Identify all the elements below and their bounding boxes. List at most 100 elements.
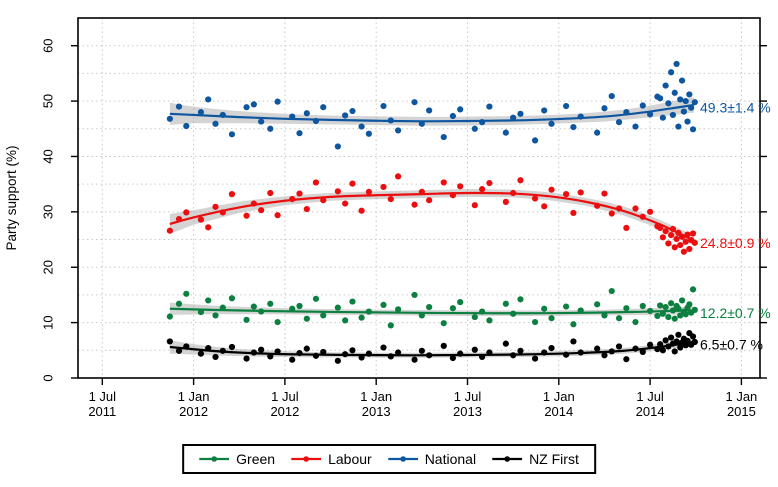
data-point-green bbox=[647, 307, 654, 315]
data-point-national bbox=[686, 91, 693, 98]
data-point-nz-first bbox=[418, 347, 425, 354]
data-point-national bbox=[486, 103, 493, 110]
data-point-labour bbox=[426, 197, 433, 204]
data-point-labour bbox=[243, 212, 250, 219]
plot-border bbox=[77, 17, 761, 379]
data-point-nz-first bbox=[531, 355, 539, 362]
data-point-green bbox=[691, 306, 698, 313]
data-point-nz-first bbox=[548, 344, 555, 352]
data-point-labour bbox=[380, 183, 387, 191]
data-point-nz-first bbox=[250, 349, 257, 356]
data-point-labour bbox=[665, 240, 672, 247]
data-point-national bbox=[677, 96, 684, 103]
x-tick-label: 1 Jul bbox=[271, 389, 299, 404]
data-point-nz-first bbox=[677, 344, 684, 351]
data-point-national bbox=[531, 137, 539, 144]
legend-item-label: Green bbox=[236, 451, 276, 467]
data-point-labour bbox=[175, 215, 183, 223]
data-point-national bbox=[358, 123, 365, 130]
data-point-labour bbox=[615, 205, 623, 212]
data-point-green bbox=[667, 300, 675, 307]
data-point-labour bbox=[228, 191, 236, 198]
legend-item-label: NZ First bbox=[529, 451, 579, 467]
data-point-nz-first bbox=[219, 347, 226, 354]
data-point-national bbox=[502, 129, 509, 136]
y-tick-label: 40 bbox=[41, 149, 56, 163]
data-point-labour bbox=[548, 186, 555, 193]
data-point-national bbox=[320, 104, 327, 111]
data-point-nz-first bbox=[267, 353, 274, 360]
data-point-nz-first bbox=[623, 356, 630, 363]
data-point-nz-first bbox=[665, 343, 672, 350]
data-point-green bbox=[601, 312, 608, 319]
data-point-nz-first bbox=[657, 341, 664, 348]
data-point-labour bbox=[659, 234, 666, 241]
data-point-labour bbox=[608, 210, 615, 217]
data-point-nz-first bbox=[212, 353, 219, 361]
data-point-labour bbox=[677, 241, 684, 249]
data-point-national bbox=[657, 95, 664, 102]
data-point-nz-first bbox=[320, 348, 327, 356]
data-point-green bbox=[212, 312, 219, 319]
data-point-national bbox=[296, 130, 303, 137]
data-point-labour bbox=[457, 183, 464, 190]
data-point-national bbox=[510, 114, 517, 121]
y-tick-label: 50 bbox=[41, 94, 56, 108]
data-point-green bbox=[303, 315, 310, 322]
data-points bbox=[166, 60, 698, 364]
data-point-nz-first bbox=[675, 331, 682, 338]
data-point-green bbox=[250, 303, 257, 310]
data-point-national bbox=[274, 98, 281, 105]
data-point-green bbox=[228, 295, 236, 302]
data-point-labour bbox=[267, 189, 274, 197]
data-point-national bbox=[623, 109, 630, 116]
data-point-green bbox=[380, 301, 387, 308]
y-axis-title: Party support (%) bbox=[4, 145, 19, 250]
data-point-national bbox=[267, 125, 274, 132]
data-point-nz-first bbox=[183, 343, 190, 350]
data-point-nz-first bbox=[659, 347, 666, 354]
y-tick-label: 10 bbox=[41, 315, 56, 329]
data-point-labour bbox=[691, 239, 698, 246]
data-point-national bbox=[632, 123, 639, 130]
data-point-green bbox=[365, 308, 372, 315]
data-point-national bbox=[380, 102, 387, 110]
x-tick-label: 2014 bbox=[636, 404, 665, 419]
data-point-national bbox=[418, 120, 425, 127]
legend-item-label: National bbox=[424, 451, 477, 467]
data-point-national bbox=[594, 129, 601, 136]
data-point-nz-first bbox=[479, 353, 486, 361]
data-point-nz-first bbox=[601, 352, 608, 359]
data-point-national bbox=[691, 99, 698, 106]
data-point-green bbox=[682, 311, 689, 318]
data-point-nz-first bbox=[502, 340, 509, 347]
data-point-green bbox=[479, 308, 486, 315]
data-point-nz-first bbox=[570, 338, 577, 345]
data-point-green bbox=[320, 312, 327, 319]
data-point-labour bbox=[678, 233, 686, 240]
data-point-national bbox=[682, 97, 689, 105]
x-tick-label: 1 Jul bbox=[636, 389, 664, 404]
data-point-labour bbox=[632, 205, 639, 212]
data-point-green bbox=[659, 310, 666, 317]
data-point-labour bbox=[594, 202, 601, 209]
data-point-green bbox=[258, 308, 265, 315]
data-point-labour bbox=[671, 244, 678, 251]
data-point-national bbox=[570, 124, 577, 131]
x-tick-label: 1 Jan bbox=[178, 389, 210, 404]
data-point-green bbox=[623, 305, 630, 312]
data-point-green bbox=[517, 296, 524, 303]
data-point-labour bbox=[289, 196, 296, 203]
data-point-national bbox=[212, 120, 219, 127]
data-point-nz-first bbox=[615, 343, 623, 350]
data-point-green bbox=[486, 317, 493, 324]
data-point-nz-first bbox=[541, 349, 548, 356]
data-point-labour bbox=[358, 207, 365, 214]
data-point-national bbox=[680, 108, 687, 115]
data-point-labour bbox=[541, 203, 548, 210]
x-tick-label: 2013 bbox=[453, 404, 482, 419]
data-point-nz-first bbox=[639, 348, 646, 356]
data-point-nz-first bbox=[647, 341, 654, 348]
data-point-green bbox=[183, 290, 190, 297]
